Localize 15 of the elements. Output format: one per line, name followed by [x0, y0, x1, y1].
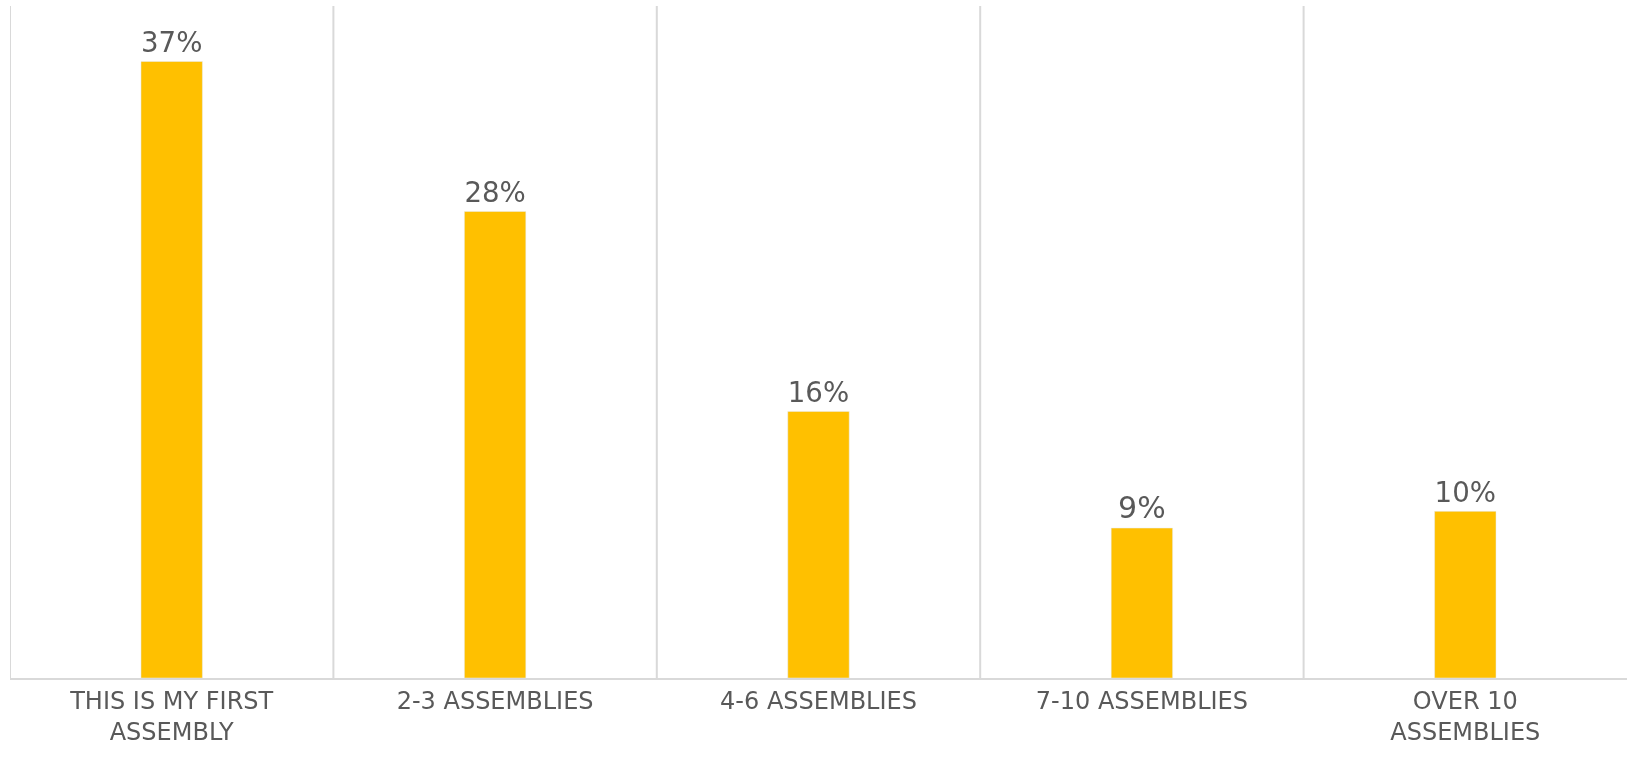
bar: [140, 61, 203, 678]
x-tick-label: 2-3 ASSEMBLIES: [396, 686, 594, 715]
bar: [1110, 527, 1173, 678]
x-tick-label: 4-6 ASSEMBLIES: [720, 686, 917, 715]
x-tick-label: THIS IS MY FIRST ASSEMBLY: [69, 686, 274, 746]
x-tick-label: 7-10 ASSEMBLIES: [1035, 686, 1248, 715]
data-label: 16%: [787, 375, 850, 409]
data-label: 28%: [464, 176, 526, 209]
x-tick-label: OVER 10 ASSEMBLIES: [1390, 686, 1541, 746]
bar: [1434, 511, 1497, 678]
data-label: 10%: [1434, 475, 1496, 509]
bar: [787, 411, 850, 678]
data-label: 37%: [141, 26, 203, 60]
data-label: 9%: [1118, 490, 1166, 526]
bar: [464, 211, 527, 678]
